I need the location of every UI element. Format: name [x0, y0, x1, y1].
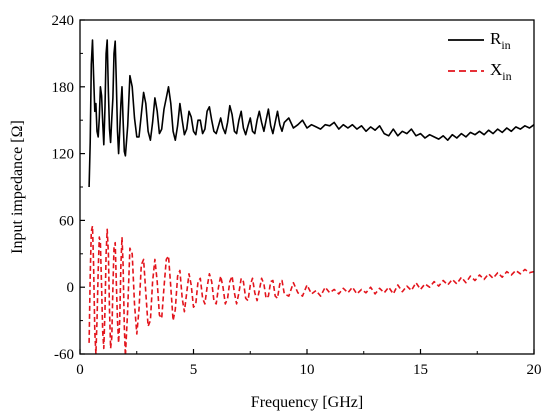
legend-label-rin: Rin — [490, 29, 511, 52]
legend: Rin Xin — [448, 29, 512, 83]
x-tick-label: 5 — [190, 362, 198, 378]
x-axis-title: Frequency [GHz] — [251, 394, 363, 411]
series-line-rin — [88, 39, 534, 188]
series-line-xin — [88, 225, 534, 354]
y-tick-label: 180 — [52, 80, 75, 96]
x-tick-label: 10 — [300, 362, 315, 378]
y-axis-title: Input impedance [Ω] — [9, 120, 26, 254]
y-tick-label: 120 — [52, 147, 75, 163]
x-tick-label: 15 — [413, 362, 428, 378]
series-layer — [88, 39, 534, 354]
y-tick-label: 240 — [52, 13, 75, 29]
x-tick-label: 20 — [527, 362, 542, 378]
y-tick-label: 0 — [67, 280, 75, 296]
y-tick-label: 60 — [59, 213, 74, 229]
y-tick-label: -60 — [54, 347, 74, 363]
legend-label-xin: Xin — [490, 60, 512, 83]
x-tick-label: 0 — [76, 362, 84, 378]
